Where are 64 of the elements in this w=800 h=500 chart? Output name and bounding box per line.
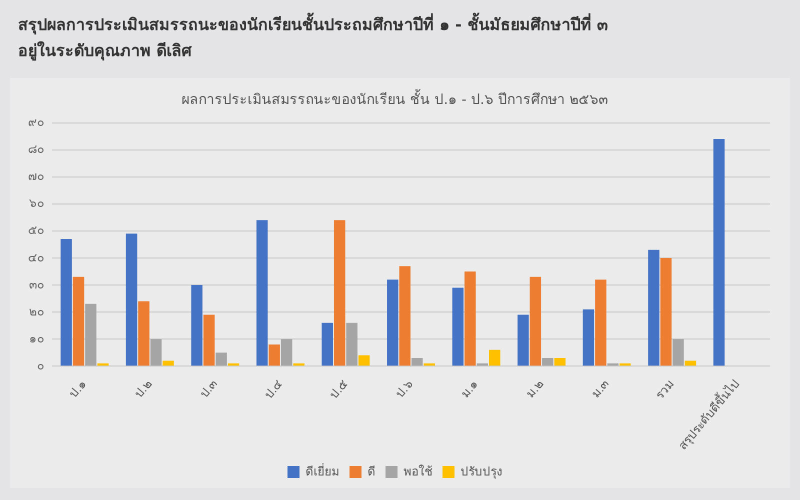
bar xyxy=(464,271,476,366)
x-tick-label: ป.๔ xyxy=(261,376,286,402)
bar xyxy=(387,280,398,366)
bar xyxy=(648,250,660,366)
bar xyxy=(280,339,292,366)
bar xyxy=(203,314,215,366)
bar xyxy=(138,301,150,366)
bar xyxy=(126,234,138,366)
bar xyxy=(411,358,423,366)
legend-label: ปรับปรุง xyxy=(460,464,502,480)
bar xyxy=(542,358,554,366)
bar xyxy=(60,239,72,366)
bar xyxy=(424,363,435,366)
bar xyxy=(216,352,227,366)
y-tick-label: ๘๐ xyxy=(28,142,44,156)
bar xyxy=(713,139,725,366)
legend-label: ดี xyxy=(368,464,376,478)
bar xyxy=(620,363,631,366)
y-tick-label: ๕๐ xyxy=(28,223,44,238)
legend-label: พอใช้ xyxy=(404,464,432,478)
y-tick-label: ๙๐ xyxy=(28,115,44,130)
y-tick-label: ๔๐ xyxy=(28,250,44,264)
y-tick-label: ๐ xyxy=(37,358,44,372)
x-tick-label: ม.๒ xyxy=(523,376,546,401)
bar xyxy=(530,276,542,366)
bar xyxy=(452,288,464,366)
y-tick-label: ๖๐ xyxy=(29,196,44,210)
bar xyxy=(358,355,370,366)
bar xyxy=(346,322,358,366)
bar xyxy=(162,360,174,366)
bar xyxy=(660,258,672,366)
bar xyxy=(582,309,594,366)
bar xyxy=(399,266,411,366)
x-tick-label: ป.๒ xyxy=(132,376,155,401)
bar xyxy=(554,358,566,366)
bar xyxy=(334,220,346,366)
bar xyxy=(256,220,268,366)
x-tick-label: ป.๑ xyxy=(66,376,90,401)
bar xyxy=(489,350,500,366)
text: สรุปผลการประเมินสมรรถนะของนักเรียนชั้นประถมศึกษาปีที่ ๑ - ชั้นมัธยมศึกษาปีที่ ๓ xyxy=(18,12,609,36)
bar xyxy=(595,280,606,366)
bar xyxy=(72,276,84,366)
x-tick-label: ป.๓ xyxy=(196,376,220,401)
x-tick-label: ป.๕ xyxy=(326,376,351,402)
y-tick-label: ๓๐ xyxy=(29,277,44,292)
chart-title: ผลการประเมินสมรรถนะของนักเรียน ชั้น ป.๑ - ป.๖ ปีการศึกษา ๒๕๖๓ xyxy=(182,89,608,108)
bar xyxy=(684,360,696,366)
x-tick-label: ป.๖ xyxy=(392,376,416,401)
bar xyxy=(293,363,304,366)
bar xyxy=(268,344,280,366)
x-tick-label: ม.๑ xyxy=(458,376,482,401)
bar xyxy=(672,339,684,366)
y-tick-label: ๒๐ xyxy=(29,304,44,318)
bar xyxy=(322,322,333,366)
x-tick-label: ม.๓ xyxy=(588,376,612,401)
bar xyxy=(85,304,96,366)
bar xyxy=(150,339,162,366)
y-tick-label: ๗๐ xyxy=(28,169,44,184)
x-tick-label: รวม xyxy=(652,376,677,402)
bar xyxy=(518,314,529,366)
bar xyxy=(191,285,202,366)
y-tick-label: ๑๐ xyxy=(29,331,44,346)
legend-label: ดีเยี่ยม xyxy=(306,462,340,478)
text: อยู่ในระดับคุณภาพ ดีเลิศ xyxy=(18,40,193,63)
